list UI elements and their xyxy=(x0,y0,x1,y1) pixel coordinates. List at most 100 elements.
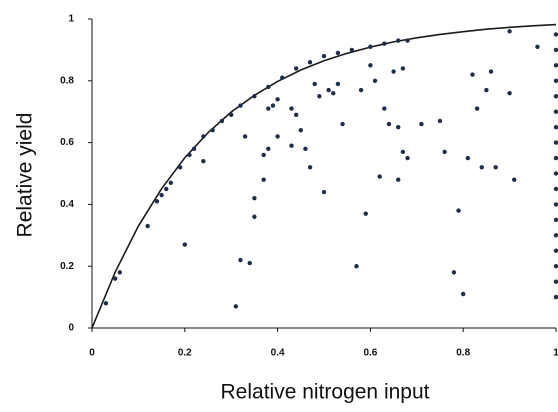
data-point xyxy=(396,124,401,130)
data-point xyxy=(405,38,410,43)
data-point xyxy=(293,66,299,71)
data-point xyxy=(391,69,396,74)
data-point xyxy=(553,217,558,223)
data-point xyxy=(177,165,183,170)
x-tick-label: 0.2 xyxy=(178,348,192,359)
data-point xyxy=(442,149,447,155)
data-point xyxy=(382,41,387,46)
data-point xyxy=(293,112,299,117)
data-point xyxy=(168,180,174,185)
data-point xyxy=(382,106,387,111)
data-point xyxy=(493,165,498,170)
data-point xyxy=(191,146,197,151)
data-point xyxy=(326,87,331,93)
y-tick-label: 0.4 xyxy=(60,199,74,210)
data-point xyxy=(553,47,558,53)
data-point xyxy=(358,87,364,93)
x-tick-label: 0 xyxy=(89,348,95,359)
data-point xyxy=(396,177,401,182)
x-tick-label: 1 xyxy=(553,348,558,359)
data-point xyxy=(321,53,327,59)
data-point xyxy=(553,171,558,176)
data-point xyxy=(261,152,266,158)
y-tick-label: 0.2 xyxy=(60,261,74,272)
data-point xyxy=(252,94,257,99)
data-point xyxy=(553,63,558,68)
data-point xyxy=(507,90,512,96)
data-point xyxy=(103,301,109,306)
data-point xyxy=(275,134,280,139)
data-point xyxy=(400,66,406,71)
data-point xyxy=(238,103,243,108)
data-point xyxy=(354,264,359,269)
data-point xyxy=(461,291,466,297)
data-point xyxy=(201,134,206,139)
data-point xyxy=(275,97,280,102)
data-point xyxy=(331,90,336,96)
data-point xyxy=(484,87,489,93)
data-point xyxy=(312,81,317,87)
data-point xyxy=(159,192,164,198)
data-point xyxy=(363,211,368,216)
data-point xyxy=(553,279,558,284)
x-axis-label: Relative nitrogen input xyxy=(221,381,430,404)
data-point xyxy=(419,121,424,127)
data-point xyxy=(219,118,225,124)
data-point xyxy=(405,155,410,161)
data-point xyxy=(303,146,308,151)
y-tick-label: 0.6 xyxy=(60,137,74,148)
data-point xyxy=(512,177,517,182)
data-point xyxy=(456,208,461,213)
data-point xyxy=(335,81,341,87)
data-point xyxy=(553,248,558,253)
data-point xyxy=(553,233,558,238)
y-tick-label: 1 xyxy=(68,14,74,25)
data-point xyxy=(247,260,252,266)
data-point xyxy=(298,128,303,133)
data-point xyxy=(386,121,392,127)
data-point xyxy=(553,140,558,145)
data-point xyxy=(280,75,285,80)
data-point xyxy=(266,146,271,151)
x-tick-label: 0.6 xyxy=(363,348,377,359)
data-point xyxy=(266,106,271,111)
data-point xyxy=(553,109,558,114)
data-point xyxy=(229,112,234,117)
data-point xyxy=(479,165,484,170)
data-point xyxy=(242,134,248,139)
data-point xyxy=(474,106,480,111)
data-point xyxy=(261,177,266,182)
data-point xyxy=(252,196,257,201)
data-point xyxy=(372,78,378,84)
x-tick-label: 0.4 xyxy=(271,348,285,359)
data-point xyxy=(396,38,401,43)
fit-curve xyxy=(91,23,557,329)
data-point xyxy=(377,174,382,179)
data-point xyxy=(340,121,345,127)
data-point xyxy=(233,304,239,309)
data-point xyxy=(535,44,540,50)
y-tick-label: 0 xyxy=(68,323,74,334)
data-point xyxy=(349,47,355,53)
x-tick-label: 0.8 xyxy=(456,348,470,359)
data-point xyxy=(488,69,494,74)
data-point xyxy=(553,155,558,161)
data-point xyxy=(182,242,187,247)
data-point xyxy=(317,94,322,99)
data-point xyxy=(553,202,558,207)
data-point xyxy=(289,143,294,148)
data-point xyxy=(307,60,313,65)
data-point xyxy=(553,264,558,269)
data-point xyxy=(210,128,215,133)
data-point xyxy=(164,186,169,192)
data-point xyxy=(368,44,373,50)
data-point xyxy=(266,84,271,90)
data-point xyxy=(321,189,327,195)
data-point xyxy=(465,155,471,161)
data-point xyxy=(270,103,276,108)
data-point xyxy=(117,270,123,275)
data-point xyxy=(187,152,192,158)
data-point xyxy=(507,29,512,34)
data-point xyxy=(553,124,558,130)
